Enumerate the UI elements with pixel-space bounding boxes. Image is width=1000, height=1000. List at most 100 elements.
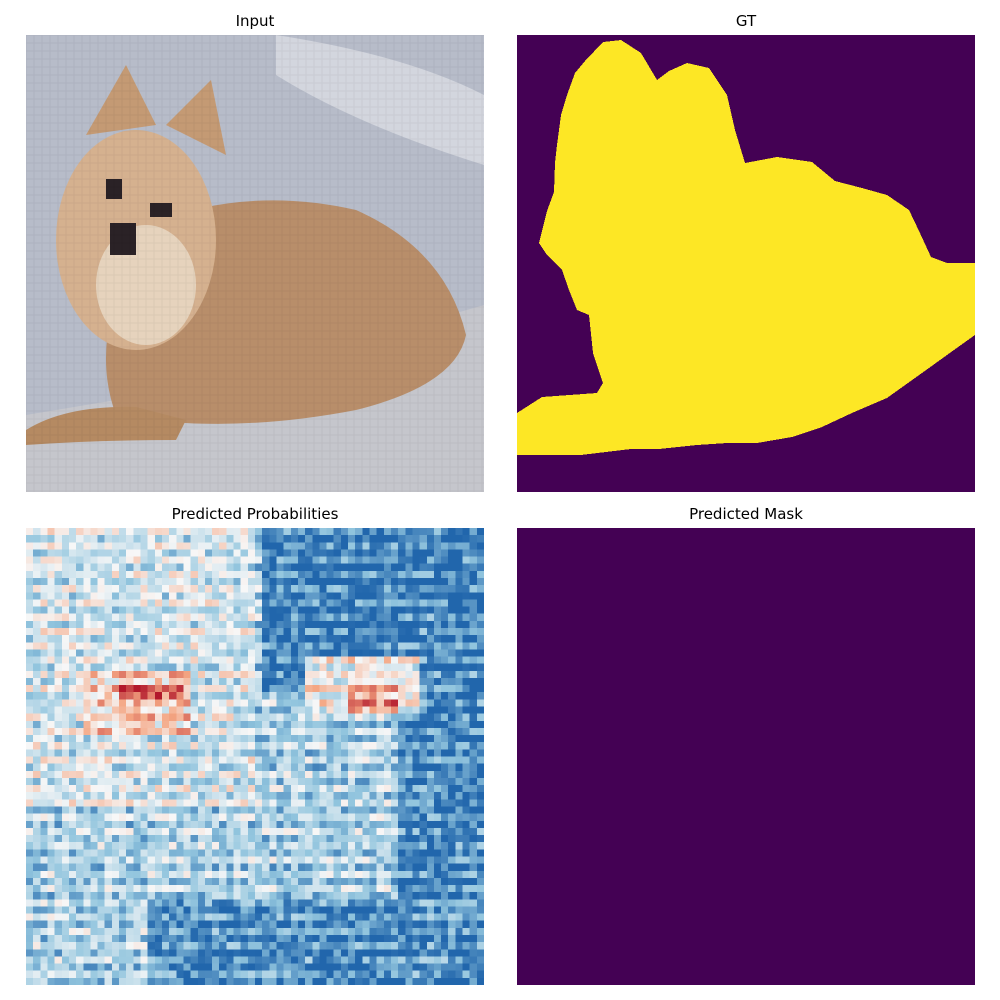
probability-cell xyxy=(362,599,370,607)
probability-cell xyxy=(233,956,241,964)
probability-cell xyxy=(111,549,120,557)
probability-cell xyxy=(405,870,413,879)
probability-cell xyxy=(83,663,91,672)
probability-cell xyxy=(40,606,48,614)
probability-cell xyxy=(319,599,327,607)
probability-cell xyxy=(255,663,263,672)
probability-cell xyxy=(90,763,98,772)
probability-cell xyxy=(247,749,256,757)
probability-cell xyxy=(161,563,170,572)
probability-cell xyxy=(276,856,284,864)
probability-cell xyxy=(26,528,34,536)
probability-cell xyxy=(212,727,220,736)
probability-cell xyxy=(355,635,363,643)
probability-cell xyxy=(111,827,120,836)
probability-cell xyxy=(61,642,70,650)
probability-cell xyxy=(233,777,241,786)
probability-cell xyxy=(441,528,449,536)
probability-cell xyxy=(390,920,399,929)
probability-cell xyxy=(40,556,48,564)
probability-cell xyxy=(26,835,34,843)
probability-cell xyxy=(462,835,470,843)
probability-cell xyxy=(462,885,470,893)
probability-cell xyxy=(476,820,484,829)
probability-cell xyxy=(448,863,456,872)
probability-cell xyxy=(47,663,55,672)
probability-cell xyxy=(133,742,141,750)
probability-cell xyxy=(240,849,249,857)
probability-cell xyxy=(183,770,191,779)
probability-cell xyxy=(204,706,213,714)
probability-cell xyxy=(147,685,156,693)
probability-cell xyxy=(90,670,98,679)
probability-cell xyxy=(133,835,141,843)
probability-cell xyxy=(183,627,191,636)
probability-cell xyxy=(33,935,41,943)
probability-cell xyxy=(312,792,320,800)
probability-cell xyxy=(276,906,284,914)
probability-cell xyxy=(305,749,313,757)
probability-cell xyxy=(340,642,349,650)
probability-cell xyxy=(183,870,191,879)
probability-cell xyxy=(362,827,370,836)
probability-cell xyxy=(469,870,478,879)
probability-cell xyxy=(326,592,335,600)
probability-cell xyxy=(376,577,385,586)
probability-cell xyxy=(154,813,163,822)
probability-cell xyxy=(204,585,213,593)
probability-cell xyxy=(269,620,277,629)
probability-cell xyxy=(33,756,41,764)
probability-cell xyxy=(355,749,363,757)
probability-cell xyxy=(97,963,106,972)
probability-cell xyxy=(76,720,84,729)
probability-cell xyxy=(68,677,77,686)
probability-cell xyxy=(111,528,120,536)
probability-cell xyxy=(190,670,199,679)
probability-cell xyxy=(476,713,484,722)
probability-cell xyxy=(161,842,170,850)
probability-cell xyxy=(76,785,84,793)
probability-cell xyxy=(247,835,256,843)
probability-cell xyxy=(448,777,456,786)
probability-cell xyxy=(297,556,306,564)
probability-cell xyxy=(326,606,335,614)
probability-cell xyxy=(369,535,377,543)
probability-cell xyxy=(90,813,98,822)
probability-cell xyxy=(348,585,356,593)
probability-cell xyxy=(412,777,420,786)
probability-cell xyxy=(247,549,256,557)
probability-cell xyxy=(441,827,449,836)
probability-cell xyxy=(433,885,442,893)
probability-cell xyxy=(269,942,277,950)
probability-cell xyxy=(33,720,41,729)
probability-cell xyxy=(147,792,156,800)
probability-cell xyxy=(61,706,70,714)
probability-cell xyxy=(369,727,377,736)
probability-cell xyxy=(426,720,435,729)
probability-cell xyxy=(383,742,392,750)
probability-cell xyxy=(54,627,63,636)
probability-cell xyxy=(47,799,55,807)
probability-cell xyxy=(290,727,299,736)
probability-cell xyxy=(355,642,363,650)
probability-cell xyxy=(269,906,277,914)
probability-cell xyxy=(262,577,270,586)
probability-cell xyxy=(348,799,356,807)
probability-cell xyxy=(376,870,385,879)
probability-cell xyxy=(212,592,220,600)
probability-cell xyxy=(448,842,456,850)
probability-cell xyxy=(83,749,91,757)
probability-cell xyxy=(169,535,177,543)
probability-cell xyxy=(455,927,463,936)
probability-cell xyxy=(204,892,213,900)
probability-cell xyxy=(441,685,449,693)
probability-cell xyxy=(405,528,413,536)
probability-cell xyxy=(376,685,385,693)
probability-cell xyxy=(255,556,263,564)
probability-cell xyxy=(383,842,392,850)
probability-cell xyxy=(441,720,449,729)
probability-cell xyxy=(426,849,435,857)
probability-cell xyxy=(140,627,148,636)
probability-cell xyxy=(433,549,442,557)
probability-cell xyxy=(362,977,370,985)
